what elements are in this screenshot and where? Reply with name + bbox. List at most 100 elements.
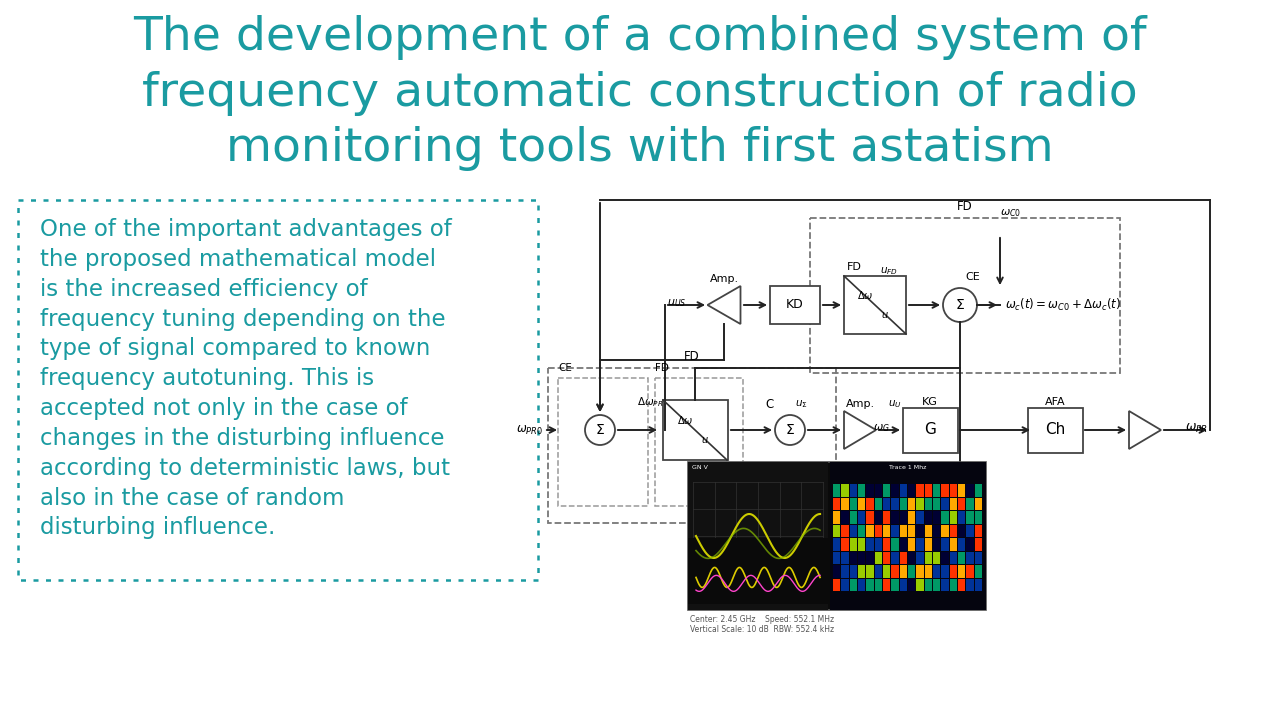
Bar bbox=[833, 552, 841, 564]
Text: Trace 1 Mhz: Trace 1 Mhz bbox=[890, 465, 927, 470]
Bar bbox=[974, 484, 982, 497]
Polygon shape bbox=[708, 286, 741, 324]
Text: $\omega_{C0}$: $\omega_{C0}$ bbox=[1000, 207, 1021, 219]
Bar bbox=[883, 498, 891, 510]
Bar bbox=[941, 538, 948, 551]
Text: Amp.: Amp. bbox=[709, 274, 739, 284]
Text: FD: FD bbox=[684, 350, 700, 363]
Bar bbox=[883, 484, 891, 497]
Bar bbox=[966, 498, 974, 510]
Text: $\Delta\omega_{PR}$: $\Delta\omega_{PR}$ bbox=[636, 395, 663, 409]
Bar bbox=[916, 578, 924, 591]
Bar bbox=[841, 498, 849, 510]
Bar bbox=[900, 498, 908, 510]
Text: FD: FD bbox=[655, 363, 669, 373]
Bar bbox=[841, 484, 849, 497]
Bar bbox=[867, 511, 874, 523]
Bar bbox=[891, 524, 899, 537]
Bar bbox=[833, 511, 841, 523]
Bar bbox=[950, 538, 957, 551]
Text: $\omega_c(t) = \omega_{C0} + \Delta\omega_c(t)$: $\omega_c(t) = \omega_{C0} + \Delta\omeg… bbox=[1005, 297, 1121, 313]
Text: Ch: Ch bbox=[1044, 423, 1065, 438]
Bar bbox=[689, 462, 986, 610]
Bar bbox=[950, 484, 957, 497]
Text: The development of a combined system of
frequency automatic construction of radi: The development of a combined system of … bbox=[133, 15, 1147, 171]
Bar bbox=[933, 524, 941, 537]
Text: $\Sigma$: $\Sigma$ bbox=[955, 298, 965, 312]
Bar bbox=[900, 484, 908, 497]
Bar bbox=[850, 578, 858, 591]
Circle shape bbox=[943, 288, 977, 322]
Text: $\omega_G$: $\omega_G$ bbox=[873, 422, 890, 434]
Bar bbox=[891, 538, 899, 551]
Bar bbox=[841, 511, 849, 523]
Bar bbox=[874, 565, 882, 577]
Text: GN V: GN V bbox=[692, 465, 708, 470]
Bar bbox=[548, 368, 836, 523]
Bar bbox=[867, 498, 874, 510]
Bar bbox=[941, 578, 948, 591]
Bar bbox=[850, 565, 858, 577]
Bar bbox=[841, 524, 849, 537]
Bar bbox=[663, 400, 727, 460]
Bar bbox=[850, 498, 858, 510]
Bar bbox=[933, 484, 941, 497]
Bar bbox=[858, 498, 865, 510]
Text: C: C bbox=[765, 397, 774, 410]
Bar bbox=[966, 538, 974, 551]
Bar bbox=[974, 511, 982, 523]
Bar bbox=[966, 565, 974, 577]
Bar bbox=[957, 552, 965, 564]
Bar bbox=[950, 565, 957, 577]
Bar bbox=[867, 524, 874, 537]
Bar bbox=[858, 484, 865, 497]
Text: $\Delta\omega$: $\Delta\omega$ bbox=[677, 414, 694, 426]
Bar bbox=[933, 552, 941, 564]
Bar bbox=[841, 538, 849, 551]
Bar bbox=[891, 484, 899, 497]
Bar bbox=[941, 552, 948, 564]
Bar bbox=[844, 276, 906, 334]
Bar bbox=[874, 484, 882, 497]
Bar bbox=[655, 378, 742, 506]
Bar bbox=[858, 524, 865, 537]
Bar bbox=[902, 408, 957, 452]
Text: AFA: AFA bbox=[1044, 397, 1065, 407]
Text: CE: CE bbox=[558, 363, 572, 373]
Bar bbox=[941, 484, 948, 497]
Bar bbox=[558, 378, 648, 506]
Bar bbox=[867, 538, 874, 551]
Bar bbox=[916, 511, 924, 523]
Bar bbox=[833, 524, 841, 537]
Bar bbox=[689, 462, 828, 610]
Bar bbox=[974, 552, 982, 564]
Bar bbox=[883, 578, 891, 591]
Bar bbox=[891, 565, 899, 577]
Bar bbox=[924, 552, 932, 564]
Text: $u_{FD}$: $u_{FD}$ bbox=[691, 472, 709, 484]
Bar bbox=[933, 498, 941, 510]
Bar bbox=[908, 565, 915, 577]
Bar bbox=[858, 538, 865, 551]
Bar bbox=[957, 578, 965, 591]
Bar bbox=[1028, 408, 1083, 452]
Text: $u_U$: $u_U$ bbox=[888, 398, 901, 410]
Bar bbox=[957, 511, 965, 523]
Bar bbox=[950, 524, 957, 537]
Bar bbox=[891, 552, 899, 564]
Bar bbox=[908, 484, 915, 497]
Bar bbox=[858, 565, 865, 577]
Bar bbox=[908, 511, 915, 523]
Bar bbox=[924, 484, 932, 497]
Bar bbox=[924, 498, 932, 510]
Bar bbox=[850, 538, 858, 551]
Bar bbox=[916, 524, 924, 537]
Bar bbox=[966, 524, 974, 537]
Text: CE: CE bbox=[965, 272, 980, 282]
Bar bbox=[933, 578, 941, 591]
Bar bbox=[957, 484, 965, 497]
Text: Center: 2.45 GHz    Speed: 552.1 MHz
Vertical Scale: 10 dB  RBW: 552.4 kHz: Center: 2.45 GHz Speed: 552.1 MHz Vertic… bbox=[690, 615, 835, 634]
Circle shape bbox=[774, 415, 805, 445]
Bar bbox=[850, 484, 858, 497]
Bar bbox=[933, 565, 941, 577]
